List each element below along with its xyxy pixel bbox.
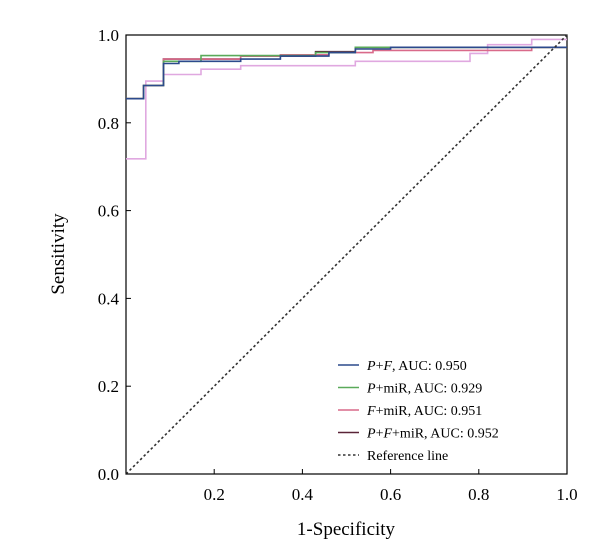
x-tick-label: 0.4 (292, 485, 314, 504)
reference-line (125, 34, 568, 475)
x-axis: 0.2 0.4 0.6 0.8 1.0 (204, 469, 578, 504)
y-tick-label: 0.0 (98, 465, 119, 484)
series-line-1 (126, 46, 567, 100)
x-tick-label: 1.0 (556, 485, 577, 504)
x-tick-label: 0.8 (468, 485, 489, 504)
y-axis: 0.0 0.2 0.4 0.6 0.8 1.0 (98, 26, 131, 484)
series-line-3 (126, 46, 567, 100)
y-tick-label: 0.2 (98, 377, 119, 396)
y-tick-label: 1.0 (98, 26, 119, 45)
plot-frame (125, 34, 568, 475)
legend: P+F, AUC: 0.950 P+miR, AUC: 0.929 F+miR, A… (338, 359, 499, 464)
legend-label: Reference line (367, 449, 448, 464)
legend-label: F+miR, AUC: 0.951 (366, 404, 482, 419)
x-tick-label: 0.6 (380, 485, 401, 504)
legend-label: P+F+miR, AUC: 0.952 (366, 427, 499, 442)
plot-area (125, 34, 568, 475)
x-tick-label: 0.2 (204, 485, 225, 504)
series-line-4 (126, 46, 567, 100)
x-axis-title: 1-Specificity (297, 519, 396, 540)
series-line-2 (126, 46, 567, 100)
legend-label: P+F, AUC: 0.950 (366, 359, 467, 374)
series-layer (126, 38, 567, 160)
y-tick-label: 0.4 (98, 289, 120, 308)
series-line-5 (126, 38, 567, 160)
legend-label: P+miR, AUC: 0.929 (366, 382, 482, 397)
y-tick-label: 0.6 (98, 202, 119, 221)
y-tick-label: 0.8 (98, 114, 119, 133)
y-axis-title: Sensitivity (48, 213, 69, 295)
